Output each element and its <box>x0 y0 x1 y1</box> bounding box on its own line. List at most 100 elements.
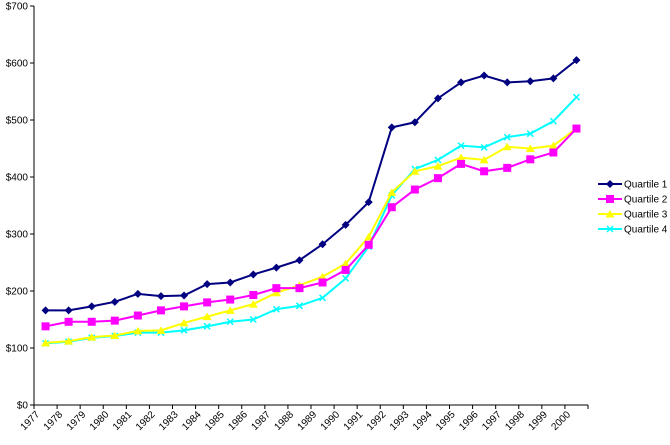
data-point <box>526 77 535 86</box>
data-point <box>203 280 212 289</box>
series-2 <box>41 124 581 331</box>
data-point <box>133 289 142 298</box>
x-tick-label: 1999 <box>526 409 550 433</box>
x-tick-label: 1988 <box>273 409 297 433</box>
data-point <box>480 71 489 80</box>
data-point <box>503 133 511 141</box>
x-tick-label: 1993 <box>388 409 412 433</box>
data-point <box>549 74 558 83</box>
data-point <box>410 118 419 127</box>
legend-label: Quartile 4 <box>624 225 668 236</box>
data-point <box>295 302 303 310</box>
y-tick-label: $300 <box>6 230 29 241</box>
data-point <box>479 155 489 164</box>
data-point <box>457 78 466 87</box>
data-point <box>341 220 350 229</box>
data-point <box>503 163 512 172</box>
data-point <box>180 291 189 300</box>
y-tick-label: $400 <box>6 173 29 184</box>
data-point <box>203 322 211 330</box>
data-point <box>364 198 373 207</box>
data-point <box>572 124 581 133</box>
data-point <box>180 302 189 311</box>
data-point <box>64 337 74 345</box>
data-point <box>295 256 304 265</box>
data-point <box>110 331 120 339</box>
x-tick-label: 1992 <box>365 409 389 433</box>
data-point <box>433 174 442 183</box>
y-tick-label: $200 <box>6 287 29 298</box>
data-point <box>41 338 51 347</box>
data-point <box>295 284 304 293</box>
data-point <box>225 306 235 314</box>
series-line <box>45 59 578 312</box>
data-point <box>525 144 535 152</box>
y-tick-label: $0 <box>17 401 29 412</box>
data-point <box>502 142 512 151</box>
x-tick-label: 1991 <box>342 409 366 433</box>
x-tick-label: 1986 <box>226 409 250 433</box>
data-point <box>526 155 535 164</box>
data-point <box>248 300 258 308</box>
data-point <box>387 188 397 196</box>
data-point <box>41 306 50 315</box>
data-point <box>341 259 351 268</box>
series-4 <box>42 93 580 347</box>
x-tick-label: 1989 <box>296 409 320 433</box>
data-point <box>156 326 166 334</box>
data-point <box>249 315 257 324</box>
x-tick-label: 1987 <box>249 409 273 433</box>
x-tick-label: 2000 <box>550 409 574 433</box>
x-tick-label: 1979 <box>65 409 89 433</box>
legend-item: Quartile 3 <box>598 210 668 221</box>
data-point <box>433 162 443 170</box>
data-point <box>457 159 466 168</box>
data-point <box>272 305 280 313</box>
y-tick-label: $500 <box>6 116 29 127</box>
data-point <box>249 270 258 279</box>
data-point <box>180 326 188 334</box>
x-tick-label: 1996 <box>457 409 481 433</box>
x-tick-label: 1980 <box>88 409 112 433</box>
legend-item: Quartile 1 <box>598 180 668 191</box>
legend-item: Quartile 2 <box>598 195 668 206</box>
data-point <box>226 295 235 304</box>
data-point <box>342 274 350 282</box>
data-point <box>433 94 442 103</box>
data-point <box>87 317 96 326</box>
data-point <box>87 333 97 341</box>
data-point <box>549 148 558 157</box>
data-point <box>548 141 558 150</box>
data-point <box>434 156 442 164</box>
data-point <box>110 316 119 325</box>
series-line <box>45 127 578 344</box>
data-point <box>364 232 374 241</box>
data-point <box>572 93 580 101</box>
data-point <box>271 288 281 297</box>
data-point <box>572 56 581 65</box>
data-point <box>410 185 419 194</box>
data-point <box>318 240 327 249</box>
x-tick-label: 1982 <box>134 409 158 433</box>
data-point <box>202 312 212 321</box>
series-line <box>45 127 578 328</box>
data-point <box>133 311 142 320</box>
x-tick-label: 1998 <box>503 409 527 433</box>
data-point <box>319 294 327 302</box>
x-tick-label: 1985 <box>203 409 227 433</box>
data-point <box>41 322 50 331</box>
data-point <box>318 278 327 287</box>
data-point <box>605 210 615 218</box>
y-tick-label: $700 <box>6 2 29 13</box>
legend: Quartile 1 Quartile 2 Quartile 3 Quartile 4 <box>598 180 668 236</box>
legend-label: Quartile 3 <box>624 210 668 221</box>
data-point <box>249 290 258 299</box>
x-tick-label: 1978 <box>42 409 66 433</box>
data-point <box>526 130 534 138</box>
data-point <box>549 117 557 125</box>
x-tick-label: 1997 <box>480 409 504 433</box>
data-point <box>179 318 189 327</box>
data-point <box>156 306 165 315</box>
data-point <box>341 265 350 274</box>
y-tick-label: $100 <box>6 344 29 355</box>
